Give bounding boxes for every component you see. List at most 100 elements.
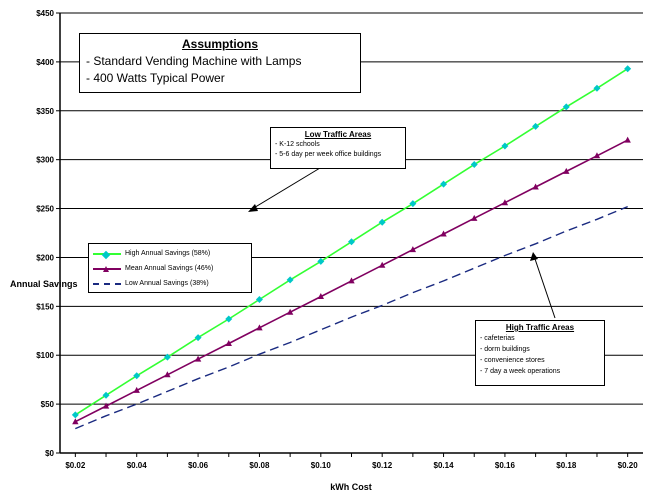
data-point <box>317 257 325 265</box>
data-point <box>440 180 448 188</box>
data-point <box>225 315 233 323</box>
x-tick-labels: $0.02 $0.04 $0.06 $0.08 $0.10 $0.12 $0.14 $0.16… <box>65 461 638 470</box>
triangle-marker-icon <box>103 266 109 272</box>
data-point <box>501 199 509 206</box>
data-point <box>409 200 417 208</box>
y-tick-label: $350 <box>36 107 54 116</box>
data-point <box>317 293 325 300</box>
high-traffic-item: - convenience stores <box>480 357 545 364</box>
legend-swatch-high <box>93 250 121 260</box>
data-point <box>133 372 141 380</box>
y-tick-label: $100 <box>36 351 54 360</box>
axes <box>56 12 643 457</box>
low-traffic-callout: Low Traffic Areas - K-12 schools - 5-6 d… <box>270 127 406 169</box>
data-point <box>194 355 202 362</box>
data-point <box>164 371 171 378</box>
y-tick-label: $50 <box>41 400 55 409</box>
legend-label-mean: Mean Annual Savings (46%) <box>125 265 214 272</box>
y-tick-label: $450 <box>36 9 54 18</box>
data-point <box>593 152 601 159</box>
data-point <box>286 276 294 284</box>
data-point <box>72 418 79 425</box>
x-tick-label: $0.18 <box>556 461 577 470</box>
data-point <box>624 65 632 73</box>
x-tick-label: $0.06 <box>188 461 209 470</box>
data-point <box>378 218 386 226</box>
data-point <box>255 295 263 303</box>
x-tick-label: $0.04 <box>127 461 148 470</box>
series-0 <box>71 65 632 419</box>
data-point <box>102 402 110 409</box>
x-tick-label: $0.20 <box>618 461 639 470</box>
x-tick-label: $0.12 <box>372 461 393 470</box>
data-point <box>286 308 294 315</box>
y-tick-label: $250 <box>36 205 54 214</box>
y-axis-title: Annual Savings <box>10 279 78 289</box>
high-traffic-item: - cafeterias <box>480 335 515 342</box>
data-point <box>102 391 110 399</box>
y-tick-label: $300 <box>36 156 54 165</box>
data-point <box>409 246 417 253</box>
assumption-line: - Standard Vending Machine with Lamps <box>86 54 302 68</box>
series-2 <box>75 205 628 430</box>
y-tick-label: $150 <box>36 302 54 311</box>
data-point <box>563 167 570 174</box>
legend: High Annual Savings (58%) Mean Annual Sa… <box>88 243 252 293</box>
assumptions-box: Assumptions - Standard Vending Machine w… <box>79 33 361 93</box>
high-traffic-item: - 7 day a week operations <box>480 368 561 375</box>
data-point <box>471 214 478 221</box>
y-tick-labels: $0 $50 $100 $150 $200 $250 $300 $350 $400 $450 <box>36 9 54 458</box>
data-point <box>256 324 263 331</box>
data-point <box>470 161 478 169</box>
low-traffic-arrowhead <box>248 204 258 212</box>
high-traffic-arrow <box>533 255 556 319</box>
y-tick-label: $0 <box>45 449 54 458</box>
assumptions-title: Assumptions <box>181 37 258 51</box>
data-point <box>71 411 79 419</box>
x-axis-title: kWh Cost <box>330 482 372 492</box>
legend-item-high: High Annual Savings (58%) <box>89 246 251 261</box>
x-tick-label: $0.14 <box>434 461 455 470</box>
legend-swatch-mean <box>93 266 121 272</box>
data-point <box>501 142 509 150</box>
high-traffic-arrowhead <box>530 252 538 261</box>
low-traffic-item: - K-12 schools <box>275 141 320 148</box>
data-point <box>532 122 540 130</box>
y-tick-label: $200 <box>36 253 54 262</box>
data-point <box>225 339 232 346</box>
series-line <box>75 205 628 430</box>
x-tick-label: $0.02 <box>65 461 86 470</box>
series-1 <box>72 136 631 425</box>
high-traffic-callout: High Traffic Areas - cafeterias - dorm b… <box>475 320 605 386</box>
high-traffic-title: High Traffic Areas <box>505 323 575 332</box>
high-traffic-item: - dorm buildings <box>480 346 530 353</box>
data-point <box>562 103 570 111</box>
series <box>71 65 632 430</box>
data-point <box>624 136 631 143</box>
low-traffic-item: - 5-6 day per week office buildings <box>275 151 382 158</box>
x-tick-label: $0.16 <box>495 461 516 470</box>
legend-item-mean: Mean Annual Savings (46%) <box>89 261 251 276</box>
data-point <box>163 353 171 361</box>
x-tick-label: $0.08 <box>249 461 270 470</box>
data-point <box>593 84 601 92</box>
data-point <box>532 183 539 190</box>
data-point <box>440 230 447 237</box>
low-traffic-title: Low Traffic Areas <box>304 130 372 139</box>
y-tick-label: $400 <box>36 58 54 67</box>
legend-label-low: Low Annual Savings (38%) <box>125 280 209 287</box>
diamond-marker-icon <box>101 250 111 260</box>
assumption-line: - 400 Watts Typical Power <box>86 71 225 85</box>
callout-arrows <box>248 167 556 319</box>
legend-swatch-low <box>93 283 121 285</box>
data-point <box>194 334 202 342</box>
legend-item-low: Low Annual Savings (38%) <box>89 276 251 291</box>
data-point <box>348 277 355 284</box>
data-point <box>133 386 140 393</box>
low-traffic-arrow <box>251 167 321 210</box>
legend-label-high: High Annual Savings (58%) <box>125 250 211 257</box>
data-point <box>348 238 355 246</box>
data-point <box>378 261 386 268</box>
x-tick-label: $0.10 <box>311 461 332 470</box>
